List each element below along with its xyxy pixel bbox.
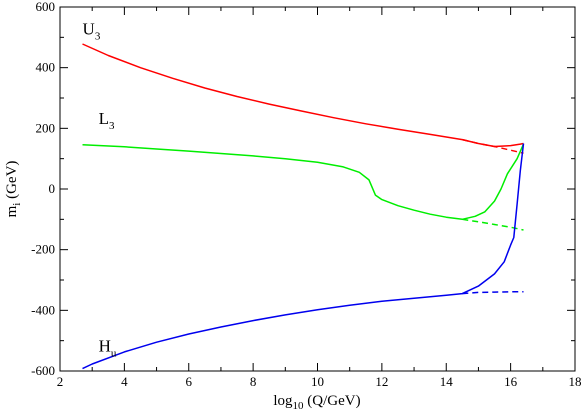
axis-ticks: 2 4 6 8 10 12 14 16 18 -600 -400 -200 0 200 400 600 <box>31 0 581 389</box>
x-axis-label: log10 (Q/GeV) <box>273 393 360 412</box>
series-group <box>82 43 525 370</box>
y-tick-label: -600 <box>31 363 55 378</box>
curve-label-0: U3 <box>83 19 101 42</box>
plot-frame <box>59 6 576 372</box>
y-tick-label: 400 <box>36 60 56 75</box>
series-line-5 <box>462 291 524 295</box>
x-tick-label: 4 <box>121 374 128 389</box>
series-line-0 <box>82 43 524 148</box>
y-axis-label: mi (GeV) <box>4 161 23 218</box>
x-tick-label: 16 <box>504 374 518 389</box>
x-tick-label: 14 <box>440 374 454 389</box>
x-tick-label: 6 <box>186 374 193 389</box>
curve-label-2: Hu <box>99 336 117 359</box>
x-tick-label: 18 <box>569 374 582 389</box>
y-tick-label: -400 <box>31 302 55 317</box>
series-line-1 <box>462 138 524 154</box>
curve-label-1: L3 <box>99 109 115 132</box>
x-tick-label: 2 <box>57 374 64 389</box>
x-tick-label: 8 <box>250 374 257 389</box>
x-tick-label: 12 <box>375 374 388 389</box>
y-tick-label: 0 <box>49 181 56 196</box>
y-tick-label: 600 <box>36 0 56 14</box>
y-tick-label: -200 <box>31 242 55 257</box>
series-line-2 <box>82 143 525 221</box>
annotations-group: U3 L3 Hu <box>83 19 117 359</box>
series-line-4 <box>82 143 525 370</box>
x-tick-label: 10 <box>311 374 324 389</box>
y-tick-label: 200 <box>36 120 56 135</box>
